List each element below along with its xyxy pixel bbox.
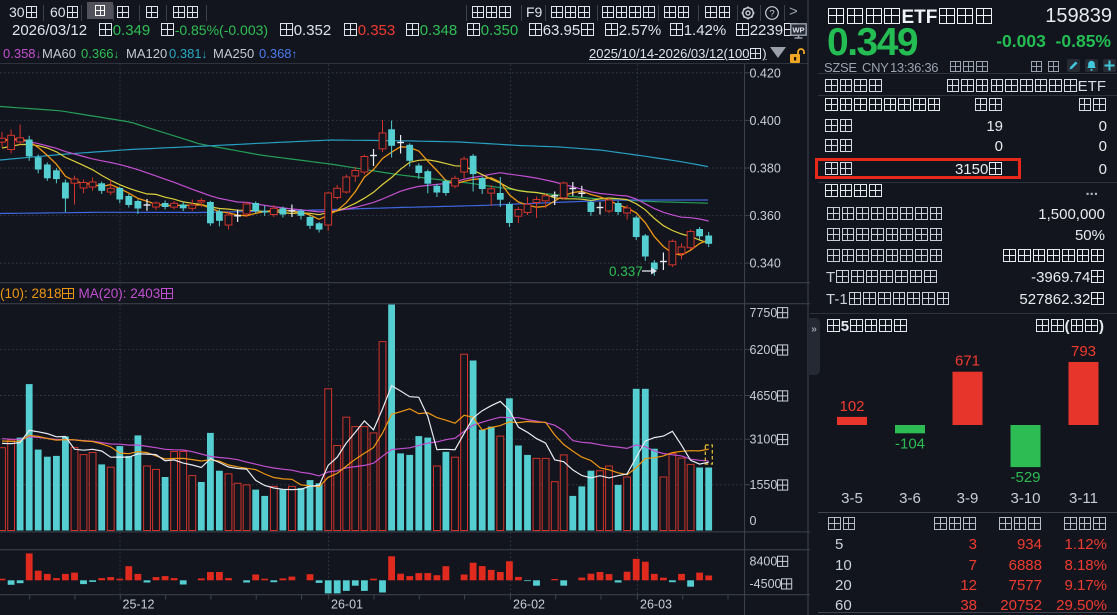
svg-text:3-9: 3-9: [957, 490, 979, 507]
svg-text:6200: 6200: [750, 343, 778, 357]
svg-text:WP: WP: [792, 26, 804, 35]
svg-text:4650: 4650: [750, 389, 778, 403]
svg-text:3100: 3100: [750, 433, 778, 447]
svg-text:0.380: 0.380: [750, 162, 781, 176]
svg-text:-529: -529: [1010, 469, 1040, 486]
svg-text:26-01: 26-01: [331, 598, 363, 612]
svg-text:0.360: 0.360: [750, 209, 781, 223]
svg-text:0.340: 0.340: [750, 257, 781, 271]
svg-text:?: ?: [769, 9, 774, 20]
svg-text:3-11: 3-11: [1069, 490, 1098, 507]
svg-text:7750: 7750: [750, 306, 778, 320]
svg-text:3-10: 3-10: [1010, 490, 1040, 507]
svg-text:-104: -104: [895, 435, 925, 452]
svg-text:26-02: 26-02: [513, 598, 545, 612]
svg-text:0: 0: [750, 514, 757, 528]
svg-text:0.420: 0.420: [750, 66, 781, 80]
svg-text:102: 102: [839, 398, 864, 415]
svg-text:25-12: 25-12: [123, 598, 155, 612]
svg-text:8400: 8400: [750, 555, 778, 569]
svg-text:671: 671: [955, 353, 980, 370]
svg-text:0.400: 0.400: [750, 114, 781, 128]
svg-text:793: 793: [1071, 343, 1096, 360]
svg-text:-4500: -4500: [750, 577, 782, 591]
svg-text:0.337: 0.337: [609, 264, 643, 279]
svg-text:26-03: 26-03: [640, 598, 672, 612]
svg-text:1550: 1550: [750, 478, 778, 492]
svg-text:3-5: 3-5: [841, 490, 863, 507]
svg-text:3-6: 3-6: [899, 490, 921, 507]
